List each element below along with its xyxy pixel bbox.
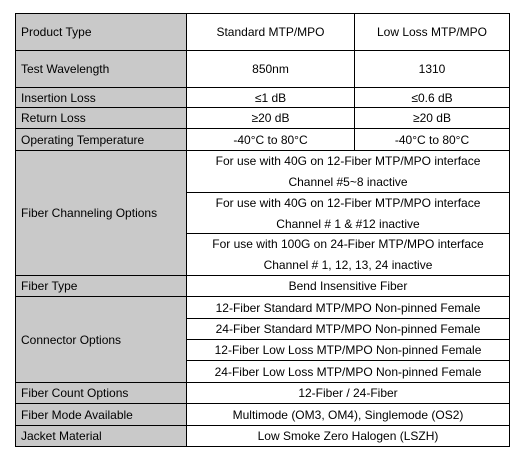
cell-insertion-loss-low-loss: ≤0.6 dB xyxy=(354,87,510,108)
table-row: 24-Fiber Low Loss MTP/MPO Non-pinned Fem… xyxy=(16,360,510,383)
cell-temperature-standard: -40°C to 80°C xyxy=(186,128,355,151)
column-header-standard: Standard MTP/MPO xyxy=(186,13,355,51)
channeling-option-line2: Channel # 1 & #12 inactive xyxy=(276,216,420,231)
table-row: Fiber Count Options 12-Fiber / 24-Fiber xyxy=(15,382,510,404)
channeling-option: For use with 100G on 24-Fiber MTP/MPO in… xyxy=(186,233,510,276)
cell-insertion-loss-standard: ≤1 dB xyxy=(186,87,355,108)
cell-fiber-mode: Multimode (OM3, OM4), Singlemode (OS2) xyxy=(186,403,510,426)
cell-jacket-material: Low Smoke Zero Halogen (LSZH) xyxy=(186,425,510,447)
table-row: Return Loss ≥20 dB ≥20 dB xyxy=(15,107,510,129)
cell-fiber-type: Bend Insensitive Fiber xyxy=(186,275,510,297)
channeling-option: For use with 40G on 12-Fiber MTP/MPO int… xyxy=(186,150,510,193)
row-label-product-type: Product Type xyxy=(15,13,187,51)
row-label-fiber-mode: Fiber Mode Available xyxy=(15,403,187,426)
row-label-fiber-type: Fiber Type xyxy=(15,275,187,297)
table-row: Fiber Channeling Options For use with 40… xyxy=(15,150,510,276)
table-row: Fiber Type Bend Insensitive Fiber xyxy=(15,275,510,297)
table-row: Test Wavelength 850nm 1310 xyxy=(15,50,510,88)
row-label-fiber-count: Fiber Count Options xyxy=(15,382,187,404)
table-row: Fiber Mode Available Multimode (OM3, OM4… xyxy=(15,403,510,426)
cell-fiber-count: 12-Fiber / 24-Fiber xyxy=(186,382,510,404)
cell-wavelength-standard: 850nm xyxy=(186,50,355,88)
row-label-insertion-loss: Insertion Loss xyxy=(15,87,187,108)
spec-table: Product Type Standard MTP/MPO Low Loss M… xyxy=(15,13,510,447)
cell-return-loss-low-loss: ≥20 dB xyxy=(354,107,510,129)
table-row: Insertion Loss ≤1 dB ≤0.6 dB xyxy=(15,87,510,108)
column-header-low-loss: Low Loss MTP/MPO xyxy=(354,13,510,51)
channeling-option-line2: Channel # 1, 12, 13, 24 inactive xyxy=(263,258,433,272)
table-row: Operating Temperature -40°C to 80°C -40°… xyxy=(15,128,510,151)
cell-temperature-low-loss: -40°C to 80°C xyxy=(354,128,510,151)
connector-option: 12-Fiber Low Loss MTP/MPO Non-pinned Fem… xyxy=(186,339,510,361)
channeling-option-line1: For use with 100G on 24-Fiber MTP/MPO in… xyxy=(212,237,484,251)
connector-option: 24-Fiber Low Loss MTP/MPO Non-pinned Fem… xyxy=(186,360,510,383)
row-label-test-wavelength: Test Wavelength xyxy=(15,50,187,88)
connector-option: 12-Fiber Standard MTP/MPO Non-pinned Fem… xyxy=(186,296,510,319)
connector-option: 24-Fiber Standard MTP/MPO Non-pinned Fem… xyxy=(186,318,510,340)
table-row: Jacket Material Low Smoke Zero Halogen (… xyxy=(15,425,510,447)
row-label-jacket-material: Jacket Material xyxy=(15,425,187,447)
table-row: Connector Options 12-Fiber Standard MTP/… xyxy=(15,296,510,383)
channeling-option-line2: Channel #5~8 inactive xyxy=(288,175,408,189)
cell-wavelength-low-loss: 1310 xyxy=(354,50,510,88)
cell-return-loss-standard: ≥20 dB xyxy=(186,107,355,129)
row-label-fiber-channeling: Fiber Channeling Options xyxy=(15,150,187,276)
channeling-option-line1: For use with 40G on 12-Fiber MTP/MPO int… xyxy=(215,154,481,168)
row-label-connector-options: Connector Options xyxy=(15,296,187,383)
channeling-option: For use with 40G on 12-Fiber MTP/MPO int… xyxy=(186,192,510,234)
row-label-return-loss: Return Loss xyxy=(15,107,187,129)
table-row: For use with 100G on 24-Fiber MTP/MPO in… xyxy=(16,233,510,276)
row-label-operating-temperature: Operating Temperature xyxy=(15,128,187,151)
table-row: Product Type Standard MTP/MPO Low Loss M… xyxy=(15,13,510,51)
channeling-option-line1: For use with 40G on 12-Fiber MTP/MPO int… xyxy=(215,195,481,210)
table-row: 24-Fiber Standard MTP/MPO Non-pinned Fem… xyxy=(16,318,510,340)
table-row: For use with 40G on 12-Fiber MTP/MPO int… xyxy=(16,192,510,234)
